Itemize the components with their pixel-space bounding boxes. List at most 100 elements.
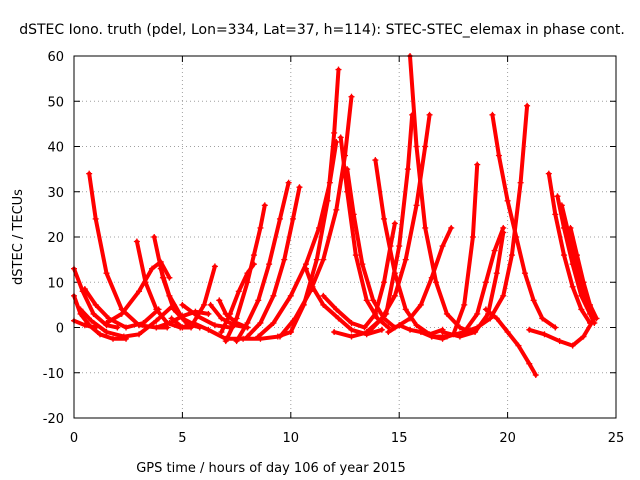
data-point bbox=[244, 319, 251, 326]
data-point bbox=[218, 315, 225, 322]
data-point bbox=[539, 315, 546, 322]
data-point bbox=[227, 310, 234, 317]
data-point bbox=[443, 310, 450, 317]
data-point bbox=[363, 297, 370, 304]
data-point bbox=[391, 270, 398, 277]
data-point bbox=[151, 234, 158, 240]
data-point bbox=[352, 252, 359, 259]
series-group bbox=[363, 111, 433, 336]
data-point bbox=[456, 333, 463, 340]
data-point bbox=[257, 224, 264, 231]
x-tick-label: 0 bbox=[70, 431, 78, 446]
series-group bbox=[489, 111, 559, 331]
data-point bbox=[385, 329, 392, 336]
y-tick-label: 40 bbox=[47, 141, 64, 156]
data-point bbox=[493, 270, 500, 277]
data-point bbox=[413, 202, 420, 209]
data-point bbox=[270, 292, 277, 299]
series-line bbox=[490, 112, 558, 330]
data-point bbox=[324, 197, 331, 204]
data-point bbox=[552, 324, 559, 331]
y-tick-label: 50 bbox=[47, 95, 64, 110]
y-tick-label: 20 bbox=[47, 231, 64, 246]
data-point bbox=[461, 301, 468, 308]
data-point bbox=[569, 283, 576, 290]
series-line bbox=[364, 112, 432, 334]
data-point bbox=[302, 265, 309, 272]
series-group bbox=[461, 102, 531, 336]
data-point bbox=[404, 166, 411, 173]
series-line bbox=[245, 185, 302, 339]
data-point bbox=[331, 129, 338, 136]
data-point bbox=[289, 215, 296, 222]
data-point bbox=[396, 243, 403, 250]
data-point bbox=[276, 215, 283, 222]
data-point bbox=[190, 319, 197, 326]
data-point bbox=[255, 333, 262, 340]
data-point bbox=[123, 324, 130, 331]
data-point bbox=[532, 372, 539, 379]
data-point bbox=[504, 329, 511, 336]
data-point bbox=[413, 143, 420, 150]
data-point bbox=[361, 324, 368, 331]
data-point bbox=[524, 102, 531, 109]
data-point bbox=[261, 202, 268, 209]
data-point bbox=[88, 317, 95, 324]
data-point bbox=[216, 297, 223, 304]
data-point bbox=[90, 310, 97, 317]
data-point bbox=[530, 297, 537, 304]
tick-labels: 0 5 10 15 20 25 -20 -10 0 10 20 30 40 50 60 bbox=[43, 50, 625, 446]
data-point bbox=[285, 179, 292, 186]
data-point bbox=[233, 315, 240, 322]
series-line bbox=[483, 307, 538, 377]
data-point bbox=[287, 329, 294, 336]
data-point bbox=[359, 261, 366, 268]
data-point bbox=[428, 333, 435, 340]
data-point bbox=[422, 224, 429, 231]
data-point bbox=[103, 329, 110, 336]
data-point bbox=[378, 315, 385, 322]
series-group bbox=[77, 301, 177, 340]
data-point bbox=[103, 270, 110, 277]
data-point bbox=[166, 292, 173, 299]
data-point bbox=[120, 333, 127, 340]
data-point bbox=[378, 326, 385, 333]
data-point bbox=[320, 256, 327, 263]
data-point bbox=[474, 310, 481, 317]
series-group bbox=[344, 166, 398, 331]
data-point bbox=[495, 152, 502, 159]
data-point bbox=[335, 66, 342, 73]
series-group bbox=[216, 297, 251, 331]
data-point bbox=[426, 111, 433, 118]
data-point bbox=[244, 279, 251, 286]
data-point bbox=[558, 202, 565, 209]
data-point bbox=[381, 279, 388, 286]
data-point bbox=[500, 292, 507, 299]
data-point bbox=[142, 279, 149, 286]
data-point bbox=[469, 234, 476, 240]
data-point bbox=[201, 301, 208, 308]
data-point bbox=[168, 315, 175, 322]
data-point bbox=[402, 256, 409, 263]
data-point bbox=[86, 170, 93, 177]
data-point bbox=[133, 238, 140, 245]
series-line bbox=[234, 180, 291, 344]
series-line bbox=[288, 67, 341, 334]
data-point bbox=[218, 329, 225, 336]
data-point bbox=[205, 310, 212, 317]
data-point bbox=[166, 319, 173, 326]
data-point bbox=[526, 326, 533, 333]
data-point bbox=[591, 315, 598, 322]
data-point bbox=[348, 93, 355, 100]
data-point bbox=[461, 329, 468, 336]
data-point bbox=[500, 229, 507, 236]
y-tick-label: 0 bbox=[56, 322, 64, 337]
series-group bbox=[567, 224, 600, 322]
x-tick-label: 5 bbox=[178, 431, 186, 446]
data-point bbox=[413, 322, 420, 329]
data-point bbox=[281, 256, 288, 263]
data-point bbox=[556, 338, 563, 345]
data-point bbox=[350, 211, 357, 218]
data-point bbox=[554, 193, 561, 200]
